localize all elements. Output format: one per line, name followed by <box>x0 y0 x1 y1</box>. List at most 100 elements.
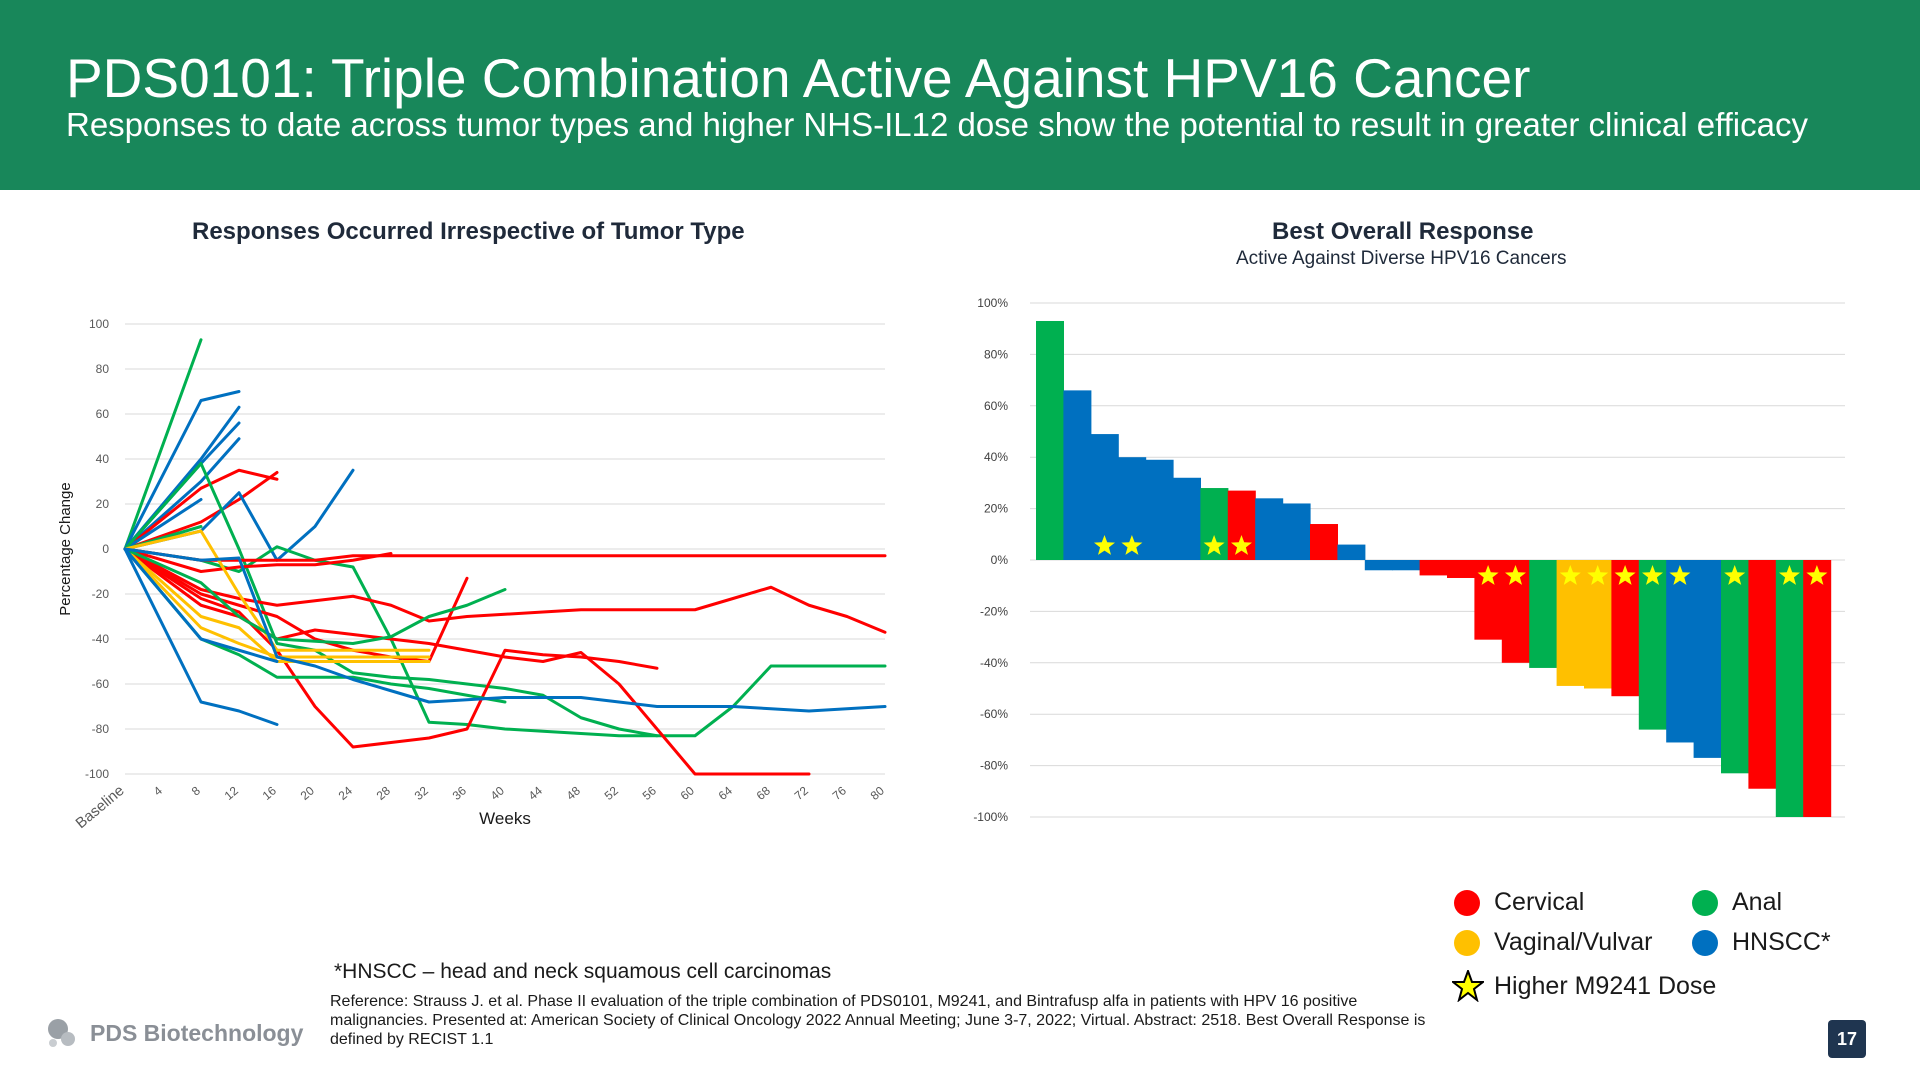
bar-cervical <box>1803 560 1832 817</box>
bar-hnscc <box>1666 560 1695 743</box>
legend-hnscc: HNSCC* <box>1692 928 1831 957</box>
y-tick-label: 20% <box>984 502 1008 516</box>
legend-cervical-label: Cervical <box>1494 888 1585 916</box>
line-chart-title: Responses Occurred Irrespective of Tumor… <box>192 218 745 245</box>
y-tick-label: 20 <box>96 497 110 511</box>
bar-vaginal_vulvar <box>1584 560 1612 689</box>
slide-title: PDS0101: Triple Combination Active Again… <box>66 47 1531 109</box>
vaginal-vulvar-dot-icon <box>1454 929 1480 956</box>
x-tick-label: 24 <box>336 783 355 803</box>
series-line-vaginal_vulvar <box>123 547 431 659</box>
series-line-hnscc <box>123 547 887 713</box>
x-axis-label: Weeks <box>479 809 531 828</box>
series-line-hnscc <box>123 437 241 551</box>
series-line-hnscc <box>123 498 203 551</box>
higher-dose-star-icon <box>1505 565 1526 585</box>
bar-hnscc <box>1693 560 1722 758</box>
x-tick-label: 12 <box>222 783 241 803</box>
series-line-anal <box>123 547 507 704</box>
bar-chart-subtitle: Active Against Diverse HPV16 Cancers <box>1236 248 1567 269</box>
y-tick-label: 60 <box>96 407 110 421</box>
x-tick-label: 76 <box>830 783 849 803</box>
bar-anal <box>1638 560 1667 730</box>
bar-anal <box>1721 560 1749 774</box>
bar-anal <box>1529 560 1558 668</box>
y-tick-label: 80 <box>96 362 110 376</box>
y-tick-label: 100% <box>977 296 1008 310</box>
y-tick-label: 0% <box>991 553 1009 567</box>
waterfall-plot: 100% 80% 60% 40% 20% 0% -20% -40% -60% -80% -100% <box>973 296 1845 824</box>
y-tick-label: -20% <box>980 604 1008 618</box>
star-icon <box>1452 970 1484 1002</box>
series-line-cervical <box>123 547 659 749</box>
bar-hnscc <box>1255 498 1284 560</box>
cervical-dot-icon <box>1454 889 1480 916</box>
x-tick-label: 72 <box>792 783 811 803</box>
legend-vaginal-vulvar: Vaginal/Vulvar <box>1454 928 1652 957</box>
bar-cervical <box>1419 560 1448 576</box>
y-tick-label: -100% <box>973 810 1008 824</box>
series-line-cervical <box>123 547 393 573</box>
series-line-hnscc <box>123 390 241 551</box>
x-tick-label: 48 <box>564 783 583 803</box>
bar-anal <box>1775 560 1804 817</box>
anal-dot-icon <box>1692 889 1718 916</box>
company-logo: PDS Biotechnology <box>44 1015 303 1051</box>
x-tick-label: 28 <box>374 783 393 803</box>
legend-star: Higher M9241 Dose <box>1452 970 1716 1002</box>
bar-hnscc <box>1282 503 1311 560</box>
bar-cervical <box>1611 560 1640 697</box>
x-tick-label: 52 <box>602 783 621 803</box>
footnote: *HNSCC – head and neck squamous cell car… <box>334 960 832 983</box>
higher-dose-star-icon <box>1724 565 1746 585</box>
bar-hnscc <box>1392 560 1421 571</box>
bar-hnscc <box>1364 560 1393 571</box>
x-tick-label: 20 <box>298 783 317 803</box>
y-tick-label: 0 <box>102 542 109 556</box>
series-line-cervical <box>123 547 811 776</box>
x-tick-label: 16 <box>260 783 279 803</box>
page-number: 17 <box>1828 1020 1866 1058</box>
y-tick-label: 80% <box>984 347 1008 361</box>
logo-text: PDS Biotechnology <box>90 1019 304 1046</box>
higher-dose-star-icon <box>1203 535 1225 555</box>
x-tick-label: 60 <box>678 783 697 803</box>
higher-dose-star-icon <box>1477 565 1499 585</box>
series-line-anal <box>123 547 507 645</box>
series-line-vaginal_vulvar <box>123 529 431 652</box>
x-tick-label: 80 <box>868 783 887 803</box>
legend-hnscc-label: HNSCC* <box>1732 928 1831 956</box>
x-tick-label: 36 <box>450 783 469 803</box>
x-tick-label: 32 <box>412 783 431 803</box>
y-tick-label: -80% <box>980 759 1008 773</box>
higher-dose-star-icon <box>1779 565 1800 585</box>
higher-dose-star-icon <box>1806 565 1828 585</box>
higher-dose-star-icon <box>1231 535 1252 555</box>
title-banner: PDS0101: Triple Combination Active Again… <box>0 0 1920 190</box>
series-line-hnscc <box>123 547 279 663</box>
hnscc-dot-icon <box>1692 929 1718 956</box>
legend-anal: Anal <box>1692 888 1782 917</box>
y-tick-label: -40 <box>92 632 110 646</box>
x-tick-label: 64 <box>716 783 735 803</box>
y-tick-label: -60 <box>92 677 110 691</box>
legend-vaginal-vulvar-label: Vaginal/Vulvar <box>1494 928 1653 956</box>
y-tick-label: -40% <box>980 656 1008 670</box>
legend-anal-label: Anal <box>1732 888 1783 916</box>
x-tick-label: 40 <box>488 783 507 803</box>
bar-hnscc <box>1173 477 1201 560</box>
higher-dose-star-icon <box>1559 565 1581 585</box>
y-tick-label: 40% <box>984 450 1008 464</box>
bar-hnscc <box>1337 544 1366 560</box>
x-tick-label: 4 <box>151 783 165 798</box>
bar-chart-title: Best Overall Response <box>1272 218 1534 245</box>
series-line-cervical <box>123 468 279 551</box>
x-tick-label: 68 <box>754 783 773 803</box>
series-line-cervical <box>123 547 887 634</box>
x-tick-label: 8 <box>189 783 203 798</box>
series-line-anal <box>123 338 203 551</box>
higher-dose-star-icon <box>1642 565 1663 585</box>
y-tick-label: 40 <box>96 452 110 466</box>
slide-subtitle: Responses to date across tumor types and… <box>66 106 1808 143</box>
